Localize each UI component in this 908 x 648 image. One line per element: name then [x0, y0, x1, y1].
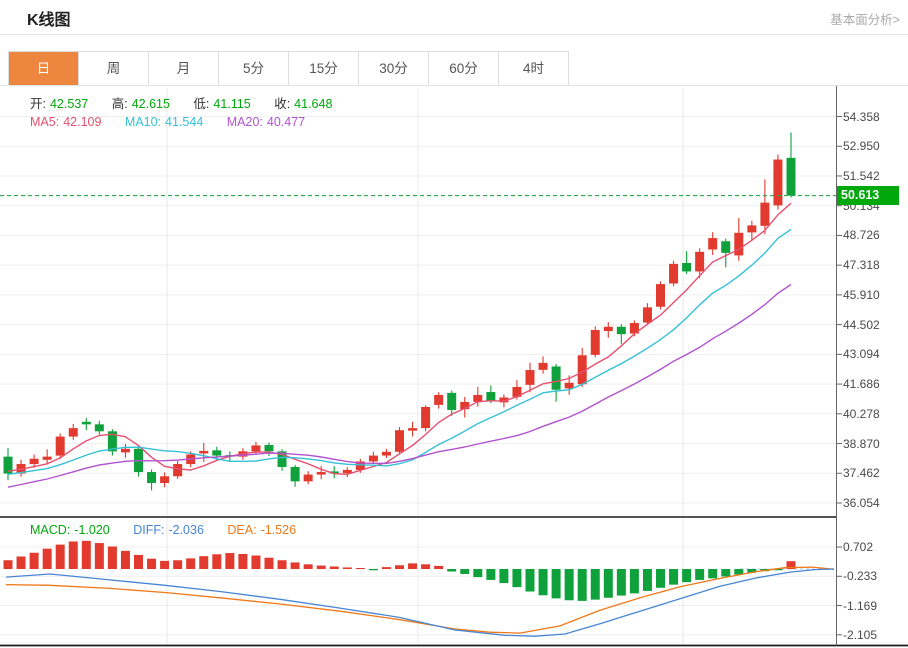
high-label: 高: — [111, 97, 128, 111]
macd-label: MACD: — [30, 523, 71, 537]
macd-axis-label: 0.702 — [843, 540, 874, 555]
open-value: 42.537 — [49, 97, 89, 111]
ma10-value: 41.544 — [165, 115, 204, 129]
close-label: 收: — [274, 97, 291, 111]
price-axis-label: 37.462 — [843, 466, 880, 481]
diff-label: DIFF: — [133, 523, 165, 537]
high-value: 42.615 — [131, 97, 170, 111]
tab-interval-4hour[interactable]: 4时 — [499, 52, 568, 85]
price-axis-label: 48.726 — [843, 228, 880, 243]
tab-interval-15min[interactable]: 15分 — [289, 52, 359, 85]
tabbar-baseline — [0, 85, 908, 86]
dea-label: DEA: — [227, 523, 257, 537]
tab-interval-30min[interactable]: 30分 — [359, 52, 429, 85]
macd-axis-label: -2.105 — [843, 627, 878, 642]
tab-interval-month[interactable]: 月 — [149, 52, 219, 85]
price-axis-label: 47.318 — [843, 258, 880, 273]
page-title: K线图 — [27, 12, 71, 29]
title-divider — [0, 34, 908, 35]
ma-readout: MA5: 42.109 MA10: 41.544 MA20: 40.477 — [30, 115, 309, 129]
ma5-label: MA5: — [30, 115, 60, 129]
price-axis-label: 45.910 — [843, 287, 880, 302]
price-axis-label: 52.950 — [843, 139, 880, 154]
price-axis-label: 41.686 — [843, 377, 880, 392]
kline-chart-canvas[interactable] — [0, 86, 908, 648]
ma10-label: MA10: — [124, 115, 162, 129]
macd-readout: MACD: -1.020 DIFF: -2.036 DEA: -1.526 — [30, 523, 300, 537]
tab-interval-week[interactable]: 周 — [79, 52, 149, 85]
tab-interval-60min[interactable]: 60分 — [429, 52, 499, 85]
price-axis-label: 51.542 — [843, 168, 880, 183]
macd-axis-label: -1.169 — [843, 598, 878, 613]
diff-value: -2.036 — [168, 523, 204, 537]
price-axis-label: 36.054 — [843, 496, 880, 510]
low-value: 41.115 — [213, 97, 251, 111]
interval-tabbar: 日 周 月 5分 15分 30分 60分 4时 — [8, 51, 569, 86]
fundamental-analysis-link[interactable]: 基本面分析> — [830, 13, 900, 27]
ohlc-readout: 开: 42.537 高: 42.615 低: 41.115 收: 41.648 — [30, 93, 336, 112]
low-label: 低: — [193, 97, 210, 111]
ma20-label: MA20: — [226, 115, 263, 129]
ma20-value: 40.477 — [266, 115, 306, 129]
price-axis-label: 44.502 — [843, 317, 880, 332]
price-axis-label: 40.278 — [843, 406, 880, 421]
price-axis-label: 54.358 — [843, 109, 880, 124]
macd-value: -1.020 — [74, 523, 110, 537]
close-value: 41.648 — [294, 97, 333, 111]
chart-area: 开: 42.537 高: 42.615 低: 41.115 收: 41.648 MA5:… — [0, 86, 908, 648]
dea-value: -1.526 — [260, 523, 297, 537]
price-axis-label: 38.870 — [843, 436, 880, 451]
ma5-value: 42.109 — [63, 115, 102, 129]
price-axis-label: 43.094 — [843, 347, 880, 362]
tab-interval-day[interactable]: 日 — [9, 52, 79, 85]
tab-interval-5min[interactable]: 5分 — [219, 52, 289, 85]
open-label: 开: — [30, 97, 46, 111]
macd-axis-label: -0.233 — [843, 569, 878, 584]
current-price-tag: 50.613 — [837, 186, 899, 206]
